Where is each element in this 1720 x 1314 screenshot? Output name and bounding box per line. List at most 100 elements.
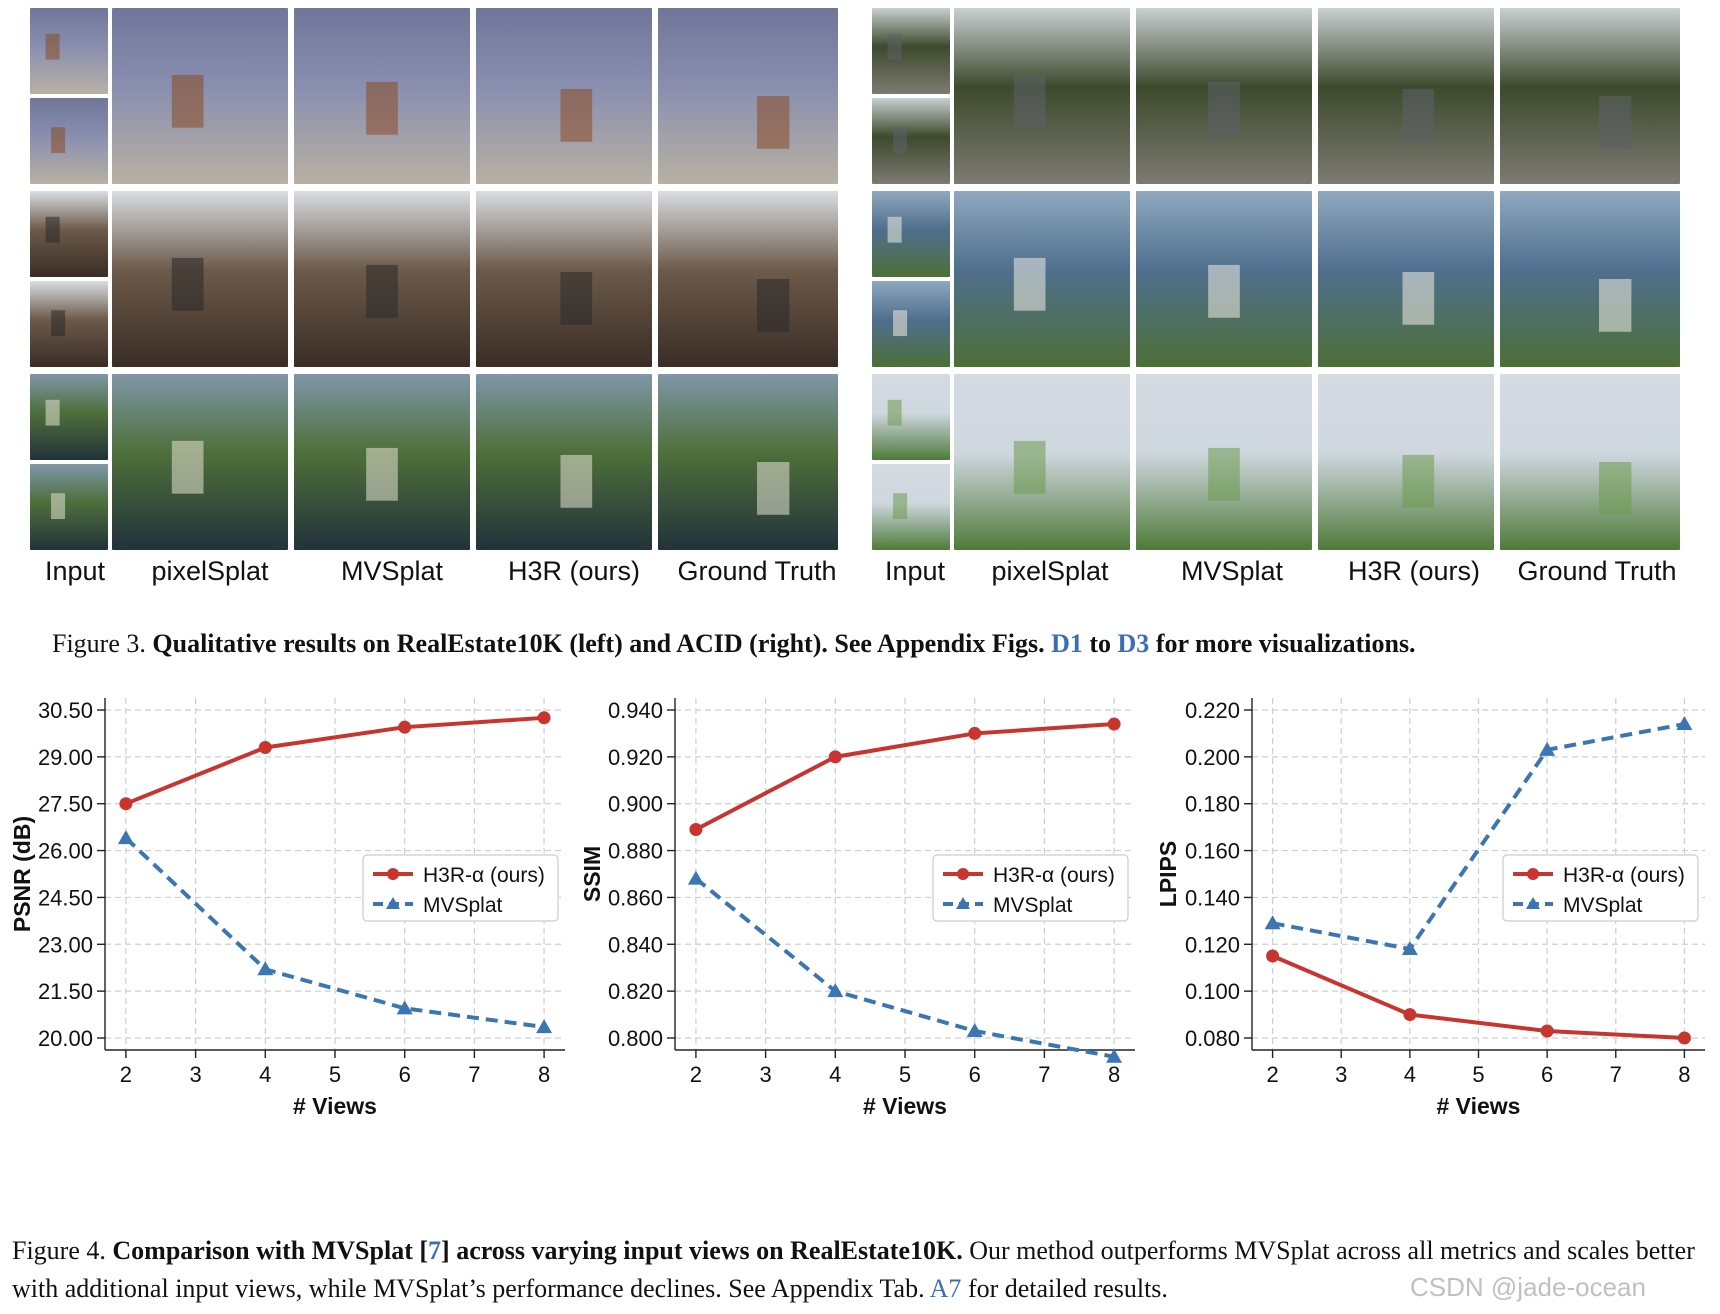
lpips-chart: 0.080 0.100 0.120 0.140 0.160 0.180 0.200 0.220… [1140,680,1720,1215]
x-tick-label: 2 [690,1062,702,1087]
figure4-caption-prefix: Figure 4. [12,1236,106,1265]
left-row2-mvsplat-image [294,191,470,367]
figure3-caption-tail: for more visualizations. [1155,629,1416,658]
figure4-caption-rest-a: Our method outperforms MVSplat across al… [12,1236,1695,1303]
x-tick-label: 3 [1335,1062,1347,1087]
y-tick-label: 30.50 [38,698,93,723]
left-row2-input-view-1 [30,191,108,277]
psnr-chart-svg: 20.00 21.50 23.00 24.50 26.00 27.50 29.00 30.50… [9,698,565,1119]
left-col-label-h3r: H3R (ours) [507,556,641,586]
left-col-label-ground-truth: Ground Truth [677,556,837,586]
left-row2-pixelsplat-image [112,191,288,367]
y-tick-label: 20.00 [38,1026,93,1051]
data-point-h3r [968,726,982,740]
data-point-mvsplat [1106,1048,1123,1063]
y-tick-label: 23.00 [38,932,93,957]
right-row1-ground-truth-image [1500,8,1680,184]
x-tick-label: 4 [829,1062,841,1087]
left-row2-input-view-2 [30,281,108,367]
figure4-caption: Figure 4. Comparison with MVSplat [7] ac… [12,1232,1712,1308]
data-point-h3r [1677,1031,1691,1045]
right-row2-input-view-2 [872,281,950,367]
data-point-mvsplat [1676,716,1693,731]
y-axis-label: LPIPS [1155,841,1181,907]
left-col-label-mvsplat: MVSplat [340,556,444,586]
legend-label: MVSplat [1563,894,1643,917]
right-row1-input-view-2 [872,98,950,184]
y-tick-label: 0.100 [1185,979,1240,1004]
csdn-watermark: CSDN @jade-ocean [1410,1272,1646,1302]
data-point-h3r [689,822,703,836]
psnr-chart: 20.00 21.50 23.00 24.50 26.00 27.50 29.00 30.50… [0,680,580,1215]
ssim-chart-svg: 0.800 0.820 0.840 0.860 0.880 0.900 0.920 0.940… [579,698,1135,1119]
x-tick-label: 8 [1108,1062,1120,1087]
figure3-ref-d1[interactable]: D1 [1051,629,1083,658]
legend-label: H3R-α (ours) [423,864,545,887]
series-line-mvsplat [124,836,545,1030]
y-tick-label: 0.140 [1185,885,1240,910]
data-point-h3r [537,711,551,725]
x-tick-label: 3 [759,1062,771,1087]
legend-label: H3R-α (ours) [993,864,1115,887]
right-row3-ground-truth-image [1500,374,1680,550]
y-tick-label: 0.880 [608,839,663,864]
right-row3-pixelsplat-image [954,374,1130,550]
data-point-mvsplat [536,1019,553,1034]
series-line-h3r [694,722,1115,832]
y-tick-label: 0.900 [608,792,663,817]
y-tick-label: 0.860 [608,885,663,910]
y-tick-label: 0.220 [1185,698,1240,723]
data-point-h3r [1403,1008,1417,1022]
y-axis-label: PSNR (dB) [9,816,35,932]
x-tick-label: 5 [329,1062,341,1087]
series-line-mvsplat [694,877,1115,1059]
y-tick-label: 26.00 [38,839,93,864]
left-row1-pixelsplat-image [112,8,288,184]
ssim-chart: 0.800 0.820 0.840 0.860 0.880 0.900 0.920 0.940… [570,680,1150,1215]
x-tick-label: 6 [1541,1062,1553,1087]
legend-marker-circle [957,868,969,880]
left-row1-ground-truth-image [658,8,838,184]
legend-marker-triangle [1526,897,1540,909]
right-row2-h3r-image [1318,191,1494,367]
left-row3-pixelsplat-image [112,374,288,550]
y-tick-label: 0.800 [608,1026,663,1051]
right-row2-mvsplat-image [1136,191,1312,367]
legend-label: H3R-α (ours) [1563,864,1685,887]
data-point-mvsplat [1401,940,1418,955]
data-point-mvsplat [117,830,134,845]
x-tick-label: 7 [1038,1062,1050,1087]
data-point-h3r [1540,1024,1554,1038]
x-tick-label: 4 [1404,1062,1416,1087]
figure4-caption-bold-a: Comparison with MVSplat [ [112,1236,429,1265]
data-point-mvsplat [687,870,704,885]
legend-marker-triangle [386,897,400,909]
figure4-ref-7[interactable]: 7 [428,1236,442,1265]
left-row3-ground-truth-image [658,374,838,550]
legend-marker-triangle [956,897,970,909]
figure3-ref-d3[interactable]: D3 [1117,629,1150,658]
y-tick-label: 27.50 [38,792,93,817]
right-col-label-h3r: H3R (ours) [1347,556,1481,586]
y-tick-label: 29.00 [38,745,93,770]
left-row3-input-view-2 [30,464,108,550]
legend-marker-circle [1527,868,1539,880]
data-point-mvsplat [966,1022,983,1037]
x-tick-label: 3 [189,1062,201,1087]
y-tick-label: 0.160 [1185,839,1240,864]
left-col-label-input: Input [44,556,106,586]
x-tick-label: 7 [1610,1062,1622,1087]
legend-label: MVSplat [423,894,503,917]
figure3-caption-to: to [1089,629,1112,658]
left-row2-h3r-image [476,191,652,367]
left-row3-mvsplat-image [294,374,470,550]
right-row2-pixelsplat-image [954,191,1130,367]
right-row2-ground-truth-image [1500,191,1680,367]
figure4-ref-a7[interactable]: A7 [929,1274,962,1303]
right-col-label-mvsplat: MVSplat [1180,556,1284,586]
y-tick-label: 24.50 [38,885,93,910]
x-axis-label: # Views [293,1093,377,1119]
x-tick-label: 2 [120,1062,132,1087]
y-tick-label: 0.180 [1185,792,1240,817]
y-axis-label: SSIM [579,846,605,902]
